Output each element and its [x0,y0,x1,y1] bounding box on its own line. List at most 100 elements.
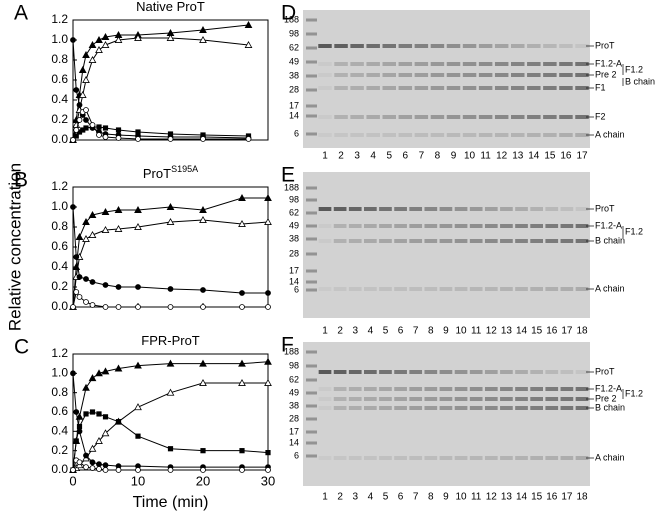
gel-band [494,115,509,119]
marker-size: 14 [289,437,299,447]
lane-number: 5 [383,492,389,503]
gel-band [382,86,396,90]
data-point [73,438,79,444]
lane-number: 16 [546,492,558,503]
marker-size: 49 [289,56,299,66]
data-point [89,279,96,285]
lane-number: 15 [531,492,543,503]
lane-number: 1 [322,326,328,337]
y-tick-label: 0.4 [51,92,68,106]
data-point [76,102,83,108]
gel-band [527,73,541,77]
gel-band [530,456,543,460]
y-tick-label: 0.6 [51,72,68,86]
marker-size: 14 [289,276,299,286]
data-point [102,467,109,473]
gel-band [366,86,380,90]
data-point [102,134,109,140]
data-point [89,465,96,471]
gel-band [430,73,445,77]
gel-band [382,62,396,66]
band-label: ProT [595,40,615,50]
gel-band [545,387,559,391]
gel-band [575,86,589,90]
panel-letter: E [281,164,295,187]
gel-band [543,44,557,48]
gel-band [462,62,477,66]
gel-band [430,86,445,90]
gel-band [394,287,407,291]
gel-band [478,133,493,137]
band-label: F1.2-A [595,383,622,393]
y-tick-label: 0.2 [51,279,68,293]
marker-size: 98 [289,28,299,38]
data-point [70,370,76,377]
gel-band [478,62,493,66]
gel-band [530,370,543,374]
data-point [70,37,76,43]
chart-title: ProTS195A [143,164,198,181]
gel-band [575,387,589,391]
gel-band [545,239,559,243]
data-point [167,304,174,310]
gel-band [446,62,461,66]
gel-band [334,115,348,119]
lane-number: 3 [352,492,358,503]
gel-band [575,370,589,374]
data-point [239,467,245,473]
lane-number: 18 [576,492,588,503]
gel-band [545,224,559,228]
gel-band [527,86,541,90]
data-point [83,452,89,459]
lane-number: 4 [370,151,376,162]
band-label: B chain [595,402,625,412]
series-line [72,219,269,308]
gel-band [334,62,348,66]
lane-number: 4 [368,492,374,503]
gel-band [318,387,332,391]
ladder-band [306,288,317,292]
gel-band [494,86,509,90]
gel-band [424,239,438,243]
gel-band [484,287,498,291]
ladder-band [306,104,317,108]
panel-letter: C [14,336,29,359]
data-point [200,304,206,310]
gel-band [318,287,332,291]
lane-number: 12 [486,326,498,337]
gel-band [484,397,498,401]
marker-size: 38 [289,70,299,80]
panel-letter: D [281,2,296,25]
gel-band [439,224,453,228]
lane-number: 13 [501,326,513,337]
marker-size: 188 [284,182,299,192]
data-point [166,359,175,367]
data-point [265,450,271,456]
gel-band [469,397,483,401]
gel-band [527,62,541,66]
ladder-band [306,280,317,284]
data-point [83,125,89,131]
marker-size: 38 [289,233,299,243]
gel-band [379,456,392,460]
data-point [82,383,90,391]
data-point [83,411,89,417]
gel-band [424,224,438,228]
y-tick-label: 0.0 [51,299,68,313]
gel-band [446,73,461,77]
ladder-band [306,441,317,445]
gel-band [500,456,513,460]
gel-band [511,73,525,77]
data-point [88,374,97,382]
data-point [245,136,252,142]
data-point [102,282,109,288]
ladder-band [306,378,317,382]
lane-number: 10 [455,492,467,503]
gel-band [560,287,574,291]
gel-band [394,370,407,374]
gel-band [333,239,347,243]
marker-size: 62 [289,207,299,217]
series-line [72,197,268,308]
gel-band [484,406,498,410]
